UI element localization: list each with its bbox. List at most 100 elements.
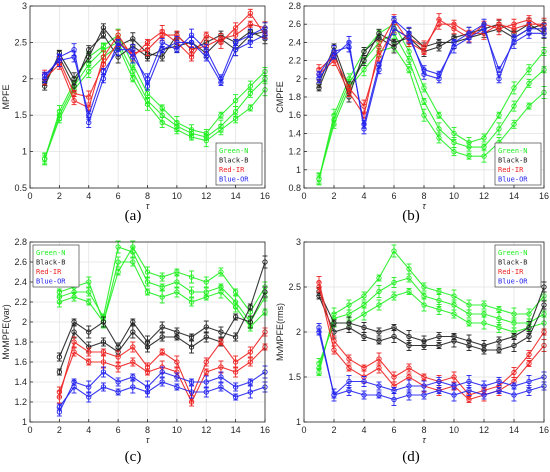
data-point — [247, 83, 253, 89]
data-point — [481, 320, 487, 326]
data-point — [159, 334, 165, 340]
data-point — [174, 269, 180, 275]
data-point — [406, 288, 412, 295]
x-axis-label: τ — [422, 435, 426, 445]
data-point — [421, 342, 427, 349]
data-point — [247, 90, 253, 97]
data-point — [451, 130, 457, 137]
data-point — [71, 54, 77, 60]
data-point — [100, 359, 107, 365]
legend-entry: Black-B — [36, 259, 66, 267]
data-point — [232, 116, 239, 122]
data-point — [232, 32, 239, 38]
data-point — [86, 94, 92, 100]
data-point — [421, 302, 427, 308]
data-point — [421, 85, 427, 91]
data-point — [526, 80, 532, 87]
series-line — [318, 27, 544, 125]
data-point — [391, 374, 397, 380]
x-tick-label: 14 — [231, 425, 241, 435]
y-tick-label: 1.8 — [14, 337, 27, 347]
data-point — [391, 324, 397, 331]
data-point — [232, 314, 239, 320]
data-point — [188, 389, 195, 395]
legend-box — [494, 244, 542, 288]
legend-entry: Green-N — [219, 147, 249, 155]
series-line — [318, 32, 545, 180]
data-point — [376, 62, 382, 68]
x-tick-label: 8 — [145, 425, 150, 435]
data-point — [421, 293, 427, 299]
data-point — [188, 379, 195, 385]
data-point — [481, 347, 487, 353]
data-point — [86, 279, 92, 285]
series-line — [318, 295, 545, 351]
x-tick-label: 2 — [57, 191, 62, 201]
y-tick-label: 1.2 — [288, 147, 301, 157]
panel-caption: (d) — [402, 449, 420, 465]
legend-entry: Blue-OR — [219, 176, 249, 184]
x-tick-label: 6 — [116, 425, 121, 435]
data-point — [391, 387, 397, 394]
data-point — [100, 339, 107, 345]
data-point — [331, 48, 337, 55]
x-tick-label: 12 — [479, 425, 489, 435]
data-point — [188, 334, 195, 340]
data-point — [466, 302, 472, 308]
y-axis-label: MPFE — [1, 84, 11, 109]
data-point — [511, 342, 517, 349]
data-point — [218, 339, 224, 345]
data-point — [451, 148, 457, 155]
data-point — [526, 103, 532, 109]
data-point — [361, 392, 367, 398]
data-point — [526, 30, 532, 36]
x-tick-label: 12 — [479, 191, 489, 201]
y-tick-label: 2.5 — [14, 37, 27, 47]
data-point — [159, 47, 165, 53]
legend-entry: Black-B — [219, 157, 249, 165]
data-point — [436, 333, 442, 340]
data-point — [247, 359, 253, 365]
data-point — [130, 249, 136, 255]
x-tick-label: 14 — [509, 425, 519, 435]
x-tick-label: 4 — [86, 191, 91, 201]
data-point — [247, 10, 253, 16]
x-tick-label: 6 — [116, 191, 121, 201]
x-tick-label: 16 — [539, 425, 549, 435]
data-point — [232, 47, 239, 53]
x-tick-label: 10 — [449, 425, 459, 435]
legend-entry: Green-N — [498, 249, 528, 257]
data-point — [56, 299, 63, 305]
x-tick-label: 4 — [86, 425, 91, 435]
data-point — [391, 248, 397, 254]
x-axis-label: τ — [422, 201, 426, 211]
data-point — [188, 289, 195, 295]
x-tick-label: 0 — [27, 191, 32, 201]
series-line — [318, 23, 545, 99]
data-point — [466, 35, 472, 41]
data-point — [316, 284, 322, 290]
data-point — [406, 57, 412, 64]
data-point — [247, 39, 253, 46]
data-point — [100, 68, 107, 75]
data-point — [346, 387, 352, 394]
data-point — [526, 324, 532, 331]
data-point — [421, 112, 427, 118]
data-point — [436, 306, 442, 313]
data-point — [391, 293, 397, 299]
data-point — [496, 387, 502, 394]
data-point — [71, 319, 77, 325]
data-point — [115, 244, 121, 250]
data-point — [86, 329, 92, 335]
series-black-b — [56, 286, 268, 376]
data-point — [86, 289, 92, 295]
data-point — [361, 378, 367, 385]
legend-entry: Blue-OR — [36, 278, 66, 286]
data-point — [451, 44, 457, 50]
data-point — [406, 275, 412, 281]
data-point — [42, 156, 48, 162]
data-point — [56, 354, 63, 360]
data-point — [346, 365, 352, 371]
data-point — [496, 126, 502, 132]
